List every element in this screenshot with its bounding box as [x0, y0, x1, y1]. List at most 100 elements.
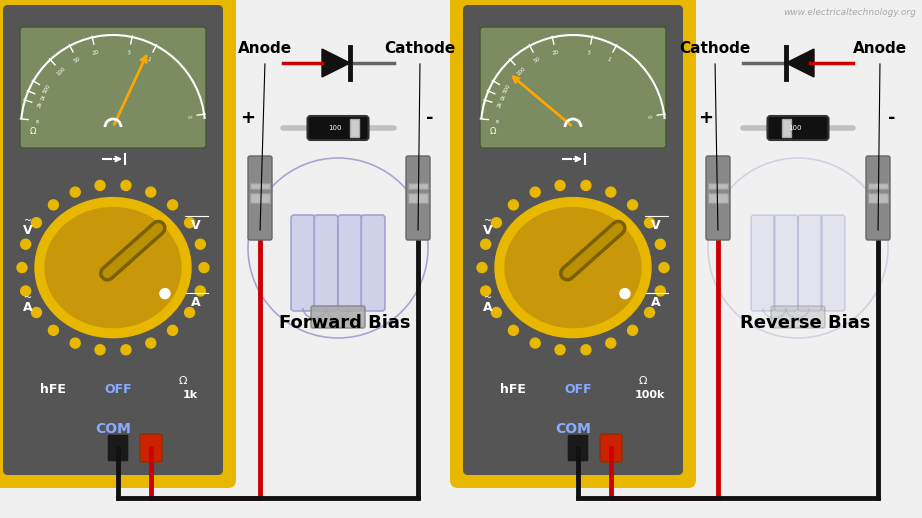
Text: 2k: 2k: [497, 101, 503, 109]
Text: 1k: 1k: [183, 390, 197, 399]
Ellipse shape: [35, 197, 191, 338]
Circle shape: [530, 187, 540, 197]
Text: 500: 500: [502, 83, 512, 95]
Bar: [408, 193, 428, 203]
Ellipse shape: [495, 197, 651, 338]
FancyBboxPatch shape: [771, 306, 825, 328]
FancyBboxPatch shape: [314, 215, 338, 311]
Circle shape: [656, 239, 666, 249]
FancyBboxPatch shape: [308, 116, 369, 140]
Circle shape: [20, 239, 30, 249]
Circle shape: [555, 345, 565, 355]
Circle shape: [477, 263, 487, 272]
Text: OFF: OFF: [104, 383, 132, 396]
Circle shape: [184, 218, 195, 228]
Polygon shape: [322, 49, 350, 77]
FancyBboxPatch shape: [751, 215, 775, 311]
FancyBboxPatch shape: [567, 434, 589, 462]
Text: 1: 1: [606, 57, 611, 63]
Circle shape: [555, 180, 565, 191]
Text: V: V: [23, 224, 33, 237]
Circle shape: [168, 325, 178, 335]
FancyBboxPatch shape: [706, 156, 730, 240]
Text: COM: COM: [95, 422, 131, 436]
Circle shape: [49, 325, 58, 335]
FancyBboxPatch shape: [0, 0, 236, 488]
FancyBboxPatch shape: [406, 156, 430, 240]
FancyBboxPatch shape: [798, 215, 822, 311]
Circle shape: [656, 286, 666, 296]
Text: 100k: 100k: [635, 390, 665, 399]
Bar: [250, 183, 270, 189]
Ellipse shape: [45, 208, 181, 327]
Circle shape: [95, 345, 105, 355]
Text: Cathode: Cathode: [384, 40, 455, 55]
Text: ∞: ∞: [494, 118, 500, 123]
Circle shape: [121, 180, 131, 191]
FancyBboxPatch shape: [450, 0, 696, 488]
Circle shape: [644, 308, 655, 318]
Text: 1k: 1k: [40, 93, 47, 102]
Text: 100: 100: [788, 125, 802, 131]
FancyBboxPatch shape: [311, 306, 365, 328]
Text: Forward Bias: Forward Bias: [279, 314, 410, 332]
Circle shape: [480, 239, 491, 249]
FancyBboxPatch shape: [600, 434, 622, 462]
Text: COM: COM: [555, 422, 591, 436]
Text: Ω: Ω: [490, 126, 496, 136]
Circle shape: [70, 187, 80, 197]
Text: 1: 1: [146, 57, 151, 63]
Circle shape: [620, 289, 630, 298]
Polygon shape: [786, 49, 814, 77]
Text: hFE: hFE: [40, 383, 66, 396]
Text: 1k: 1k: [500, 93, 507, 102]
Circle shape: [659, 263, 669, 272]
Text: ∞: ∞: [35, 118, 40, 123]
Circle shape: [31, 308, 41, 318]
Circle shape: [628, 325, 638, 335]
Text: 0: 0: [645, 114, 651, 119]
Circle shape: [491, 308, 502, 318]
FancyBboxPatch shape: [767, 116, 829, 140]
Circle shape: [480, 286, 491, 296]
FancyBboxPatch shape: [338, 215, 362, 311]
Text: +: +: [241, 109, 255, 127]
Circle shape: [581, 180, 591, 191]
Text: 5: 5: [586, 50, 591, 55]
Circle shape: [606, 338, 616, 348]
FancyBboxPatch shape: [480, 27, 666, 148]
FancyBboxPatch shape: [774, 215, 798, 311]
Bar: [782, 119, 790, 137]
Text: ~: ~: [24, 293, 32, 303]
Text: A: A: [483, 301, 493, 314]
Text: 100: 100: [55, 66, 66, 77]
Text: A: A: [651, 296, 661, 309]
Text: 50: 50: [73, 56, 81, 64]
Bar: [250, 193, 270, 203]
Text: V: V: [651, 219, 661, 232]
Text: V: V: [483, 224, 493, 237]
Text: -: -: [888, 109, 896, 127]
Text: +: +: [699, 109, 714, 127]
Text: 0: 0: [185, 114, 191, 119]
Text: Ω: Ω: [639, 377, 647, 386]
Bar: [868, 183, 888, 189]
Circle shape: [199, 263, 209, 272]
Text: 50: 50: [533, 56, 541, 64]
FancyBboxPatch shape: [361, 215, 385, 311]
Text: hFE: hFE: [500, 383, 526, 396]
Circle shape: [508, 325, 518, 335]
Text: OFF: OFF: [564, 383, 592, 396]
Bar: [350, 119, 359, 137]
Circle shape: [70, 338, 80, 348]
Ellipse shape: [505, 208, 641, 327]
Circle shape: [49, 200, 58, 210]
Circle shape: [95, 180, 105, 191]
FancyBboxPatch shape: [866, 156, 890, 240]
Text: 20: 20: [92, 50, 100, 56]
Text: ~: ~: [24, 215, 32, 226]
Circle shape: [628, 200, 638, 210]
Circle shape: [17, 263, 27, 272]
Circle shape: [195, 286, 206, 296]
Text: V: V: [191, 219, 201, 232]
